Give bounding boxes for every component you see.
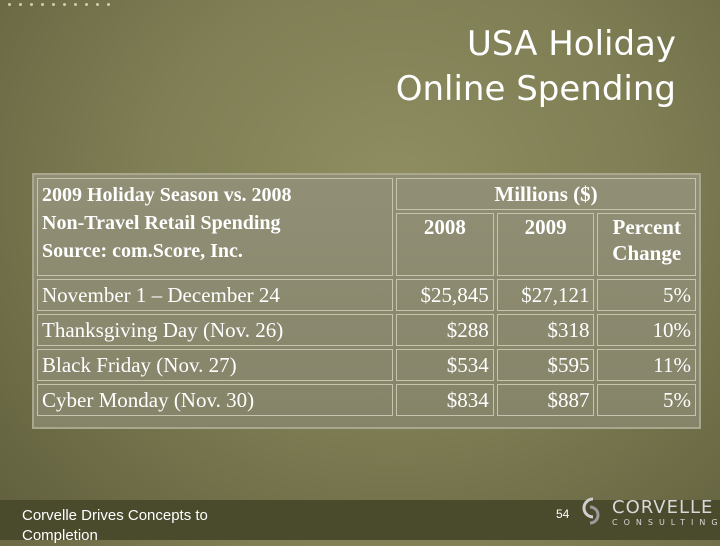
value-2008: $834 <box>396 384 494 416</box>
dot <box>41 3 44 6</box>
dot <box>107 3 110 6</box>
row-label: Cyber Monday (Nov. 30) <box>37 384 393 416</box>
slide-title-line2: Online Spending <box>395 69 676 109</box>
page-number: 54 <box>556 507 570 521</box>
value-2008: $288 <box>396 314 494 346</box>
table-row: Cyber Monday (Nov. 30) $834 $887 5% <box>37 384 696 416</box>
slide-title-line1: USA Holiday <box>467 24 676 64</box>
logo-name: CORVELLE <box>612 497 714 518</box>
decorative-dots <box>8 3 110 6</box>
dot <box>19 3 22 6</box>
row-label: November 1 – December 24 <box>37 279 393 311</box>
col-header-percent-change: Percent Change <box>597 213 696 276</box>
dot <box>52 3 55 6</box>
corvelle-logo-icon <box>580 496 606 531</box>
value-2009: $595 <box>496 349 595 381</box>
table-caption-cell: 2009 Holiday Season vs. 2008 Non-Travel … <box>37 178 393 276</box>
col-header-2008: 2008 <box>396 213 494 276</box>
value-2009: $318 <box>496 314 595 346</box>
caption-line: Non-Travel Retail Spending <box>42 212 281 234</box>
percent-change: 11% <box>597 349 696 381</box>
footer-bar <box>0 500 720 540</box>
corvelle-logo: CORVELLE CONSULTING <box>580 496 720 531</box>
table-header-row: 2009 Holiday Season vs. 2008 Non-Travel … <box>37 178 696 276</box>
spending-table: 2009 Holiday Season vs. 2008 Non-Travel … <box>34 175 699 419</box>
dot <box>30 3 33 6</box>
col-header-2009: 2009 <box>496 213 595 276</box>
table-row: Thanksgiving Day (Nov. 26) $288 $318 10% <box>37 314 696 346</box>
table-row: November 1 – December 24 $25,845 $27,121… <box>37 279 696 311</box>
table-subheader-row: 2008 2009 Percent Change <box>37 213 696 276</box>
spending-table-container: 2009 Holiday Season vs. 2008 Non-Travel … <box>32 173 701 429</box>
slide-title: USA Holiday Online Spending <box>256 22 676 112</box>
caption-line: 2009 Holiday Season vs. 2008 <box>42 184 292 206</box>
value-2009: $887 <box>496 384 595 416</box>
col-header-line: Change <box>612 241 682 266</box>
col-header-line: Percent <box>612 215 681 240</box>
value-2008: $534 <box>396 349 494 381</box>
percent-change: 5% <box>597 384 696 416</box>
logo-subtitle: CONSULTING <box>612 518 720 527</box>
logo-wordmark: CORVELLE CONSULTING <box>612 499 720 528</box>
dot <box>8 3 11 6</box>
row-label: Black Friday (Nov. 27) <box>37 349 393 381</box>
value-2008: $25,845 <box>396 279 494 311</box>
row-label: Thanksgiving Day (Nov. 26) <box>37 314 393 346</box>
dot <box>74 3 77 6</box>
footer-tagline: Corvelle Drives Concepts to Completion <box>22 507 208 544</box>
percent-change: 5% <box>597 279 696 311</box>
dot <box>96 3 99 6</box>
dot <box>63 3 66 6</box>
value-2009: $27,121 <box>496 279 595 311</box>
millions-group-header: Millions ($) <box>396 178 696 211</box>
percent-change: 10% <box>597 314 696 346</box>
caption-line: Source: com.Score, Inc. <box>42 240 243 262</box>
table-row: Black Friday (Nov. 27) $534 $595 11% <box>37 349 696 381</box>
dot <box>85 3 88 6</box>
